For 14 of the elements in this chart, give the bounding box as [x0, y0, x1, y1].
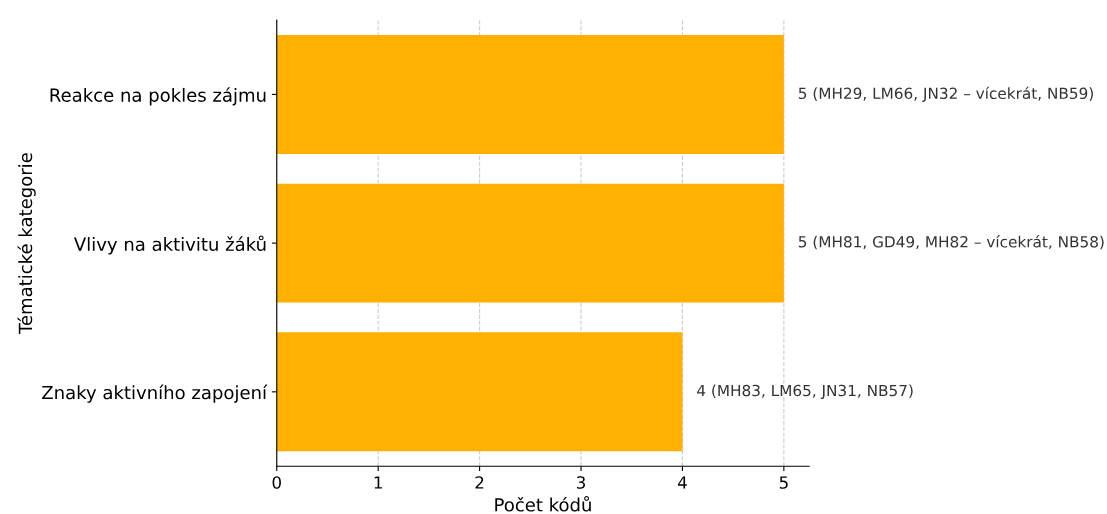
data-label: 5 (MH29, LM66, JN32 – vícekrát, NB59) — [798, 86, 1093, 102]
x-tick-label: 1 — [374, 476, 382, 489]
x-tick-label: 2 — [475, 476, 484, 489]
x-tick-label: 5 — [779, 476, 788, 489]
y-tick-label: Znaky aktivního zapojení — [42, 384, 268, 403]
y-tick-label: Vlivy na aktivitu žáků — [73, 235, 266, 255]
x-axis-title: Počet kódů — [495, 496, 591, 512]
x-tick-label: 4 — [677, 476, 687, 489]
x-tick-label: 0 — [272, 476, 281, 489]
y-axis-title: Tématické kategorie — [17, 153, 36, 335]
data-label: 5 (MH81, GD49, MH82 – vícekrát, NB58) — [798, 235, 1104, 250]
data-label: 4 (MH83, LM65, JN31, NB57) — [697, 384, 913, 400]
y-tick-label: Reakce na pokles zájmu — [50, 87, 266, 106]
x-tick-label: 3 — [576, 476, 585, 489]
